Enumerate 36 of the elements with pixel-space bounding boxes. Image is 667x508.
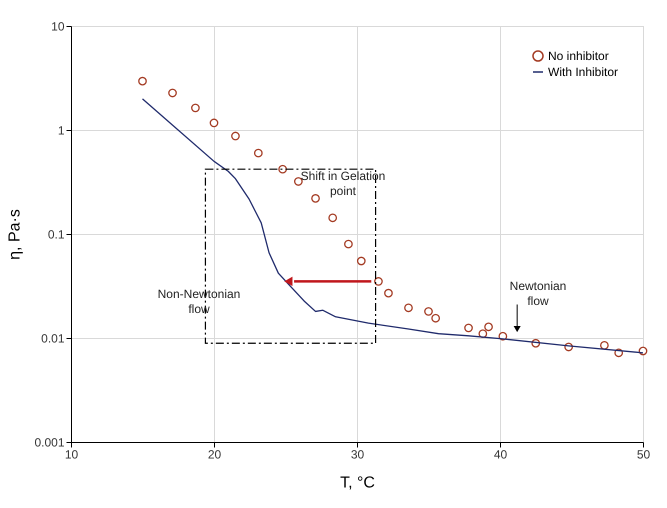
point	[484, 322, 493, 332]
point	[424, 307, 433, 316]
point	[311, 194, 320, 203]
y-tick-label: 0.001	[34, 436, 65, 450]
y-tick-label: 0.01	[41, 332, 65, 346]
x-tick-label: 10	[64, 448, 78, 462]
point	[138, 76, 147, 86]
legend-label: With Inhibitor	[548, 65, 618, 79]
x-tick-label: 20	[208, 448, 222, 462]
annotation: Shift in Gelation point	[300, 169, 386, 198]
point	[328, 213, 338, 222]
point	[168, 88, 177, 98]
x-axis-title: T, °C	[340, 474, 375, 492]
point	[374, 277, 383, 286]
point	[464, 324, 473, 332]
x-tick-label: 50	[636, 448, 650, 462]
point	[231, 132, 240, 140]
point	[294, 177, 303, 186]
x-tick-label: 30	[350, 448, 364, 462]
point	[191, 104, 200, 112]
point	[344, 240, 353, 248]
y-tick-label: 0.1	[48, 228, 65, 242]
point	[384, 288, 393, 298]
point	[600, 340, 609, 350]
point	[638, 346, 648, 356]
y-axis-title: η, Pa·s	[6, 209, 24, 260]
point	[431, 314, 440, 323]
y-tick-label: 10	[51, 20, 65, 34]
point	[404, 303, 413, 312]
x-tick-label: 40	[494, 448, 508, 462]
legend-label: No inhibitor	[548, 49, 609, 63]
point	[254, 148, 263, 158]
point	[356, 256, 366, 266]
y-tick-label: 1	[58, 124, 65, 138]
point	[210, 118, 218, 128]
annotation: Newtonian flow	[510, 279, 566, 308]
